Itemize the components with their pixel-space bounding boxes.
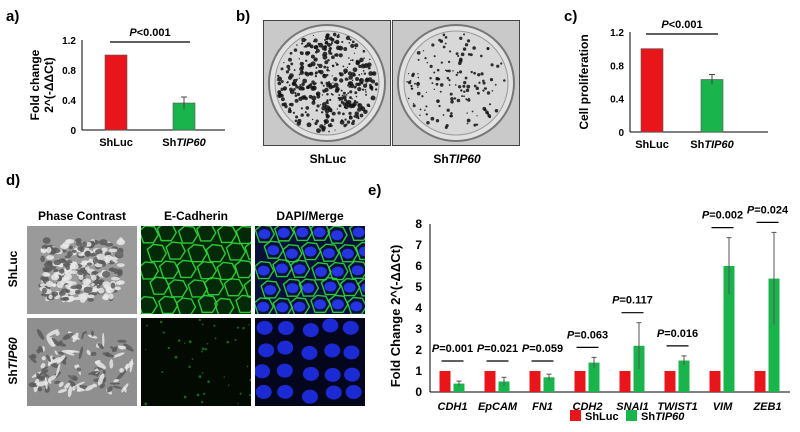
micrograph-ecad-shtip60 — [140, 317, 252, 407]
panel-letter-b: b) — [236, 8, 251, 25]
row-label-shluc: ShLuc — [6, 250, 20, 288]
panel-letter-e: e) — [368, 182, 382, 199]
micrograph-merge-shtip60 — [254, 317, 366, 407]
chart-e-pvalue: P=0.002 — [702, 210, 743, 222]
chart-e-ytick-label: 3 — [415, 322, 422, 336]
column-title-phase-contrast: Phase Contrast — [37, 209, 127, 223]
chart-c-cell-proliferation: 0 0.4 0.8 1.2 ShLuc ShTIP60 P<0.001 Cell prolif… — [577, 20, 768, 151]
colony-plate-shtip60 — [392, 20, 520, 146]
column-title-e-cadherin: E-Cadherin — [163, 209, 228, 223]
row-label-shtip60: ShTIP60 — [6, 337, 20, 385]
chart-c-category-label: ShLuc — [635, 139, 669, 151]
chart-e-legend-label-shtip60: ShTIP60 — [641, 411, 685, 423]
chart-e-bar-shluc — [709, 371, 721, 392]
chart-a-ytick-label: 0.8 — [62, 66, 76, 77]
chart-e-bar-shtip60 — [768, 278, 780, 392]
chart-e-ytick-label: 2 — [415, 343, 422, 357]
chart-e-ytick-label: 1 — [415, 364, 422, 378]
chart-e-category-label: ZEB1 — [752, 401, 781, 413]
chart-a-category-label: ShLuc — [99, 137, 133, 149]
chart-c-category-label: ShTIP60 — [690, 139, 734, 151]
chart-e-legend-swatch-shtip60 — [626, 410, 637, 421]
chart-e-bar-shluc — [574, 371, 586, 392]
chart-e-category-label: SNAI1 — [616, 401, 648, 413]
chart-e-pvalue: P=0.063 — [567, 329, 608, 341]
chart-c-bar — [640, 48, 664, 133]
chart-e-bar-shluc — [619, 371, 631, 392]
chart-a-ylabel: Fold change2^(-ΔΔCt) — [28, 49, 56, 120]
chart-e-ylabel: Fold Change 2^(-ΔΔCt) — [388, 245, 403, 388]
micrograph-phase-shtip60 — [26, 317, 138, 407]
chart-a-ytick-label: 0 — [70, 126, 76, 137]
chart-e-bar-shluc — [664, 371, 676, 392]
chart-e-pvalue: P=0.117 — [612, 295, 653, 307]
plate-label-shtip60: ShTIP60 — [433, 152, 481, 166]
chart-e-category-label: FN1 — [532, 401, 553, 413]
chart-c-ylabel: Cell proliferation — [577, 34, 591, 129]
chart-e-bar-shluc — [484, 371, 496, 392]
chart-e-category-label: VIM — [713, 401, 733, 413]
panel-letter-d: d) — [6, 172, 21, 189]
chart-e-bar-shtip60 — [498, 381, 510, 392]
chart-e-bar-shtip60 — [588, 362, 600, 392]
chart-e-ytick-label: 0 — [415, 385, 422, 399]
chart-c-ytick-label: 0 — [618, 128, 624, 139]
column-title-dapi-merge: DAPI/Merge — [276, 209, 344, 223]
panel-letter-a: a) — [6, 8, 20, 25]
chart-e-bar-shtip60 — [723, 266, 735, 392]
chart-a-fold-change: 0 0.4 0.8 1.2 ShLuc ShTIP60 P<0.001 Fold change… — [28, 27, 225, 149]
colony-plate-shluc — [263, 20, 391, 146]
plate-label-shluc: ShLuc — [309, 152, 347, 166]
chart-e-pvalue: P=0.021 — [477, 343, 518, 355]
chart-a-ytick-label: 0.4 — [62, 96, 76, 107]
chart-e-gene-expression: 0 1 2 3 4 5 6 7 8 CDH1 P=0.001 EpCAM P=0.021 FN1 P=0.0… — [388, 204, 790, 423]
chart-e-pvalue: P=0.024 — [747, 204, 789, 216]
chart-c-pvalue: P<0.001 — [661, 20, 702, 31]
chart-e-bar-shtip60 — [678, 360, 690, 392]
chart-a-ytick-label: 1.2 — [62, 36, 76, 47]
chart-e-ytick-label: 8 — [415, 217, 422, 231]
chart-e-ytick-label: 5 — [415, 280, 422, 294]
chart-e-category-label: EpCAM — [478, 401, 518, 413]
chart-e-ytick-label: 7 — [415, 238, 422, 252]
chart-e-legend-label-shluc: ShLuc — [585, 411, 619, 423]
chart-c-ytick-label: 1.2 — [610, 28, 624, 39]
chart-a-pvalue: P<0.001 — [129, 27, 170, 39]
chart-e-category-label: TWIST1 — [657, 401, 697, 413]
chart-e-bar-shtip60 — [543, 377, 555, 392]
chart-e-legend-swatch-shluc — [570, 410, 581, 421]
panel-letter-c: c) — [564, 8, 578, 25]
chart-c-ytick-label: 0.8 — [610, 61, 624, 72]
chart-e-ytick-label: 6 — [415, 259, 422, 273]
chart-e-pvalue: P=0.059 — [522, 343, 563, 355]
micrograph-merge-shluc — [254, 225, 366, 315]
chart-e-bar-shluc — [529, 371, 541, 392]
chart-e-bar-shtip60 — [453, 383, 465, 392]
chart-e-ytick-label: 4 — [415, 301, 422, 315]
micrograph-phase-shluc — [26, 225, 138, 315]
chart-e-pvalue: P=0.016 — [657, 328, 698, 340]
chart-c-bar — [700, 79, 724, 133]
chart-c-ytick-label: 0.4 — [610, 95, 624, 106]
chart-e-pvalue: P=0.001 — [432, 343, 473, 355]
chart-e-bar-shluc — [754, 371, 766, 392]
chart-e-bar-shluc — [439, 371, 451, 392]
chart-a-bar — [104, 54, 128, 131]
micrograph-ecad-shluc — [140, 225, 252, 315]
chart-a-category-label: ShTIP60 — [162, 137, 206, 149]
chart-e-category-label: CDH1 — [438, 401, 468, 413]
